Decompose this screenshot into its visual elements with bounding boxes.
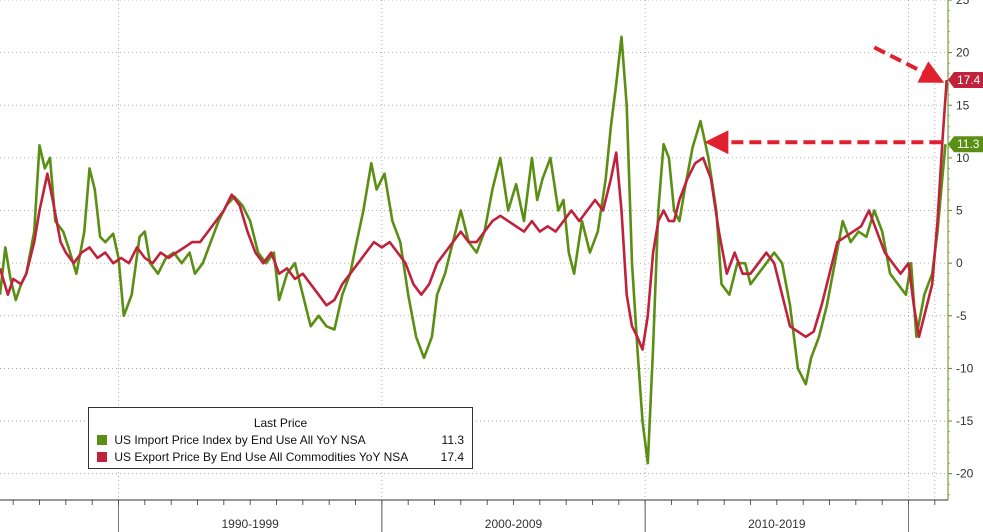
legend-label-import: US Import Price Index by End Use All YoY… xyxy=(114,433,366,447)
y-tick-label: 15 xyxy=(956,98,970,112)
legend-swatch-export xyxy=(97,452,107,462)
annotation-arrows xyxy=(704,45,945,155)
y-tick-label: -10 xyxy=(956,361,974,375)
series-layer xyxy=(0,35,948,465)
y-tick-label: -5 xyxy=(956,309,967,323)
x-period-label: 2000-2009 xyxy=(485,517,543,531)
series-line-import xyxy=(0,35,947,465)
x-period-label: 1990-1999 xyxy=(221,517,279,531)
legend-swatch-import xyxy=(97,435,107,445)
y-tick-label: -15 xyxy=(956,414,974,428)
legend: Last Price US Import Price Index by End … xyxy=(88,407,473,469)
y-tick-label: 10 xyxy=(956,151,970,165)
arrow-to-latest-export xyxy=(873,45,945,83)
x-period-label: 2010-2019 xyxy=(748,517,806,531)
y-tick-label: 25 xyxy=(956,0,970,7)
series-line-export xyxy=(0,79,948,351)
legend-entry-import: US Import Price Index by End Use All YoY… xyxy=(97,432,464,448)
legend-label-export: US Export Price By End Use All Commoditi… xyxy=(114,450,409,464)
y-tick-label: 0 xyxy=(956,256,963,270)
last-value-tag xyxy=(948,72,983,88)
y-axis-ticks: 25 20 15 10 5 0 -5 -10 -15 -20 xyxy=(948,0,974,496)
legend-value-import: 11.3 xyxy=(441,433,464,447)
legend-entry-export: US Export Price By End Use All Commoditi… xyxy=(97,449,464,465)
last-value-text: 11.3 xyxy=(957,137,980,151)
legend-value-export: 17.4 xyxy=(440,450,464,464)
y-tick-label: 20 xyxy=(956,46,970,60)
last-value-import: 11.3 xyxy=(948,136,983,153)
last-value-tag xyxy=(948,136,983,153)
legend-title: Last Price xyxy=(253,416,308,430)
gridlines xyxy=(0,0,948,475)
y-tick-label: 5 xyxy=(956,204,963,218)
last-value-export: 17.4 xyxy=(948,72,983,88)
last-value-labels: 17.4 11.3 xyxy=(948,72,983,153)
y-tick-label: -20 xyxy=(956,467,974,481)
x-axis: 1990-1999 2000-2009 2010-2019 xyxy=(0,499,948,532)
last-value-text: 17.4 xyxy=(957,73,981,87)
